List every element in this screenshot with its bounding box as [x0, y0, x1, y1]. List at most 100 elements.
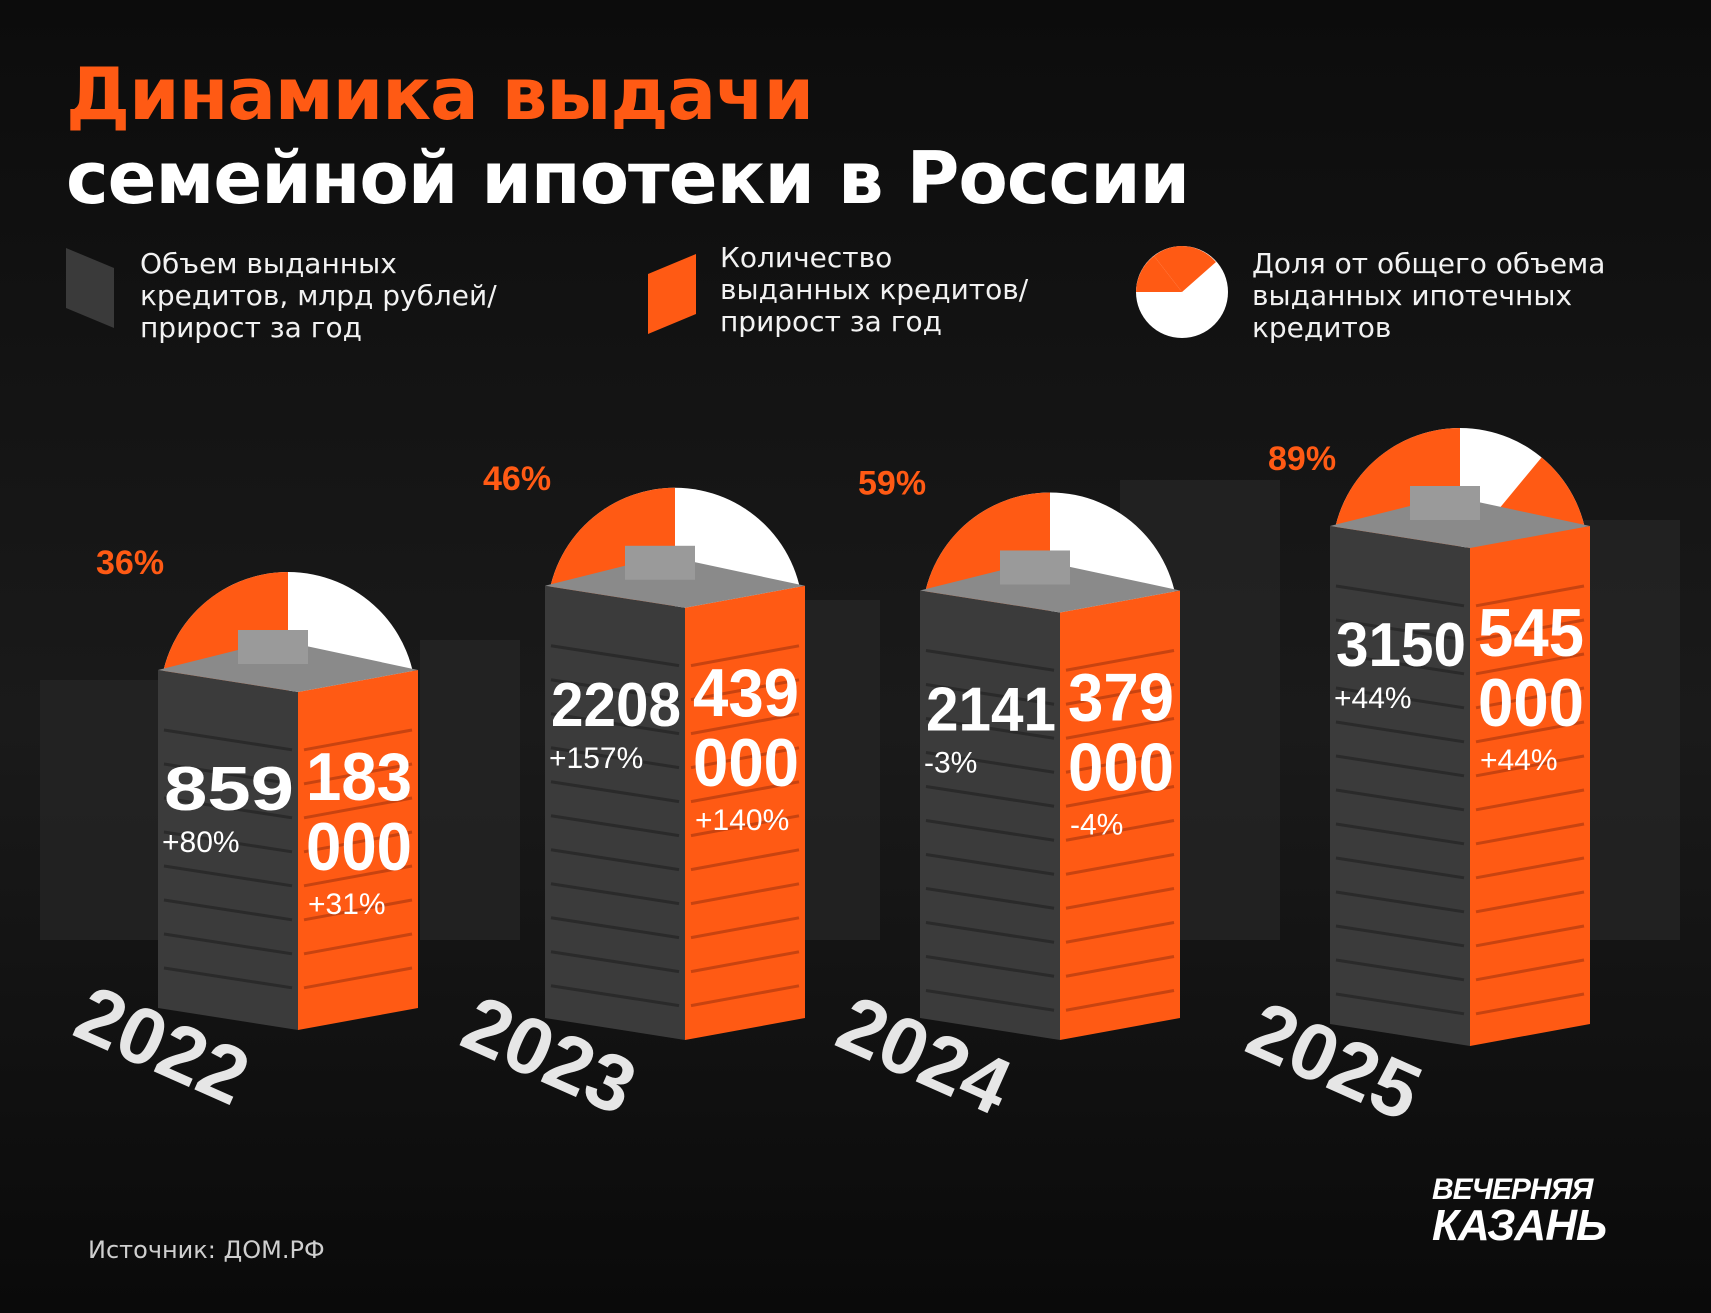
source-text: Источник: ДОМ.РФ	[88, 1236, 325, 1264]
window-row	[550, 950, 680, 974]
volume-face-2023	[545, 585, 685, 1040]
volume-legend-icon	[66, 248, 114, 328]
window-row	[1335, 890, 1465, 914]
window-row	[925, 750, 1055, 774]
window-row	[550, 780, 680, 804]
share-legend-pie-icon	[1136, 246, 1228, 338]
roof-2023	[545, 555, 805, 608]
window-row	[1065, 852, 1175, 876]
window-row	[550, 712, 680, 736]
count-growth-2025: +44%	[1480, 744, 1558, 777]
window-row	[163, 932, 293, 956]
window-row	[1065, 954, 1175, 978]
window-row	[1065, 886, 1175, 910]
legend-count-text: Количество выданных кредитов/ прирост за…	[720, 241, 1029, 338]
window-row	[1065, 716, 1175, 740]
count-value-2022: 183	[306, 739, 412, 815]
window-row	[925, 716, 1055, 740]
window-row	[925, 818, 1055, 842]
window-row	[550, 984, 680, 1008]
count-value-2025: 545	[1478, 595, 1584, 671]
window-row	[1475, 720, 1585, 744]
window-row	[690, 712, 800, 736]
share-label-2022: 36%	[96, 544, 164, 582]
volume-growth-2023: +157%	[549, 742, 643, 775]
window-row	[1475, 856, 1585, 880]
window-row	[690, 644, 800, 668]
roof-2025	[1330, 496, 1590, 548]
window-row	[550, 916, 680, 940]
window-row	[163, 728, 293, 752]
window-row	[690, 984, 800, 1008]
count-legend-icon	[648, 254, 696, 334]
count-value-2023: 439	[693, 655, 799, 731]
count-value-line2-2022: 000	[306, 809, 412, 885]
roof-2022	[158, 640, 418, 693]
window-row	[303, 966, 413, 990]
window-row	[1065, 920, 1175, 944]
share-label-2025: 89%	[1268, 440, 1336, 478]
window-row	[550, 746, 680, 770]
volume-growth-2022: +80%	[162, 826, 240, 859]
share-label-2023: 46%	[483, 460, 551, 498]
window-row	[163, 796, 293, 820]
window-row	[690, 780, 800, 804]
roof-box-2025	[1410, 486, 1480, 520]
window-row	[690, 848, 800, 872]
window-row	[1335, 652, 1465, 676]
window-row	[925, 852, 1055, 876]
roof-box-2023	[625, 545, 695, 580]
volume-growth-2024: -3%	[924, 746, 977, 779]
window-row	[1065, 648, 1175, 672]
volume-face-2025	[1330, 526, 1470, 1046]
window-row	[1475, 890, 1585, 914]
volume-value-2022: 859	[164, 755, 294, 824]
window-row	[925, 920, 1055, 944]
window-row	[303, 796, 413, 820]
window-row	[925, 954, 1055, 978]
volume-growth-2025: +44%	[1334, 682, 1412, 715]
window-row	[1335, 584, 1465, 608]
window-row	[550, 882, 680, 906]
window-row	[925, 988, 1055, 1012]
window-row	[1335, 924, 1465, 948]
window-row	[163, 864, 293, 888]
window-row	[1065, 784, 1175, 808]
count-growth-2022: +31%	[308, 888, 386, 921]
count-face-2023	[685, 585, 805, 1040]
logo-line-1: ВЕЧЕРНЯЯ	[1432, 1173, 1593, 1206]
window-row	[1475, 958, 1585, 982]
window-row	[163, 830, 293, 854]
page-title: Динамика выдачи семейной ипотеки в Росси…	[66, 52, 1190, 220]
window-row	[303, 830, 413, 854]
count-face-2025	[1470, 526, 1590, 1046]
window-row	[1335, 686, 1465, 710]
volume-value-2024: 2141	[926, 675, 1056, 744]
window-row	[1475, 822, 1585, 846]
window-row	[1475, 788, 1585, 812]
count-growth-2023: +140%	[695, 804, 789, 837]
window-row	[690, 746, 800, 770]
logo-line-2: КАЗАНЬ	[1432, 1201, 1607, 1250]
window-row	[1335, 992, 1465, 1016]
window-row	[1335, 754, 1465, 778]
window-row	[925, 886, 1055, 910]
title-line-1: Динамика выдачи	[66, 52, 814, 136]
window-row	[1335, 618, 1465, 642]
window-row	[1335, 822, 1465, 846]
window-row	[925, 648, 1055, 672]
window-row	[1335, 856, 1465, 880]
window-row	[1335, 788, 1465, 812]
roof-box-2024	[1000, 550, 1070, 585]
window-row	[1475, 618, 1585, 642]
window-row	[303, 864, 413, 888]
volume-value-2023: 2208	[551, 671, 681, 740]
share-label-2024: 59%	[858, 464, 926, 502]
window-row	[303, 762, 413, 786]
count-value-line2-2025: 000	[1478, 665, 1584, 741]
window-row	[690, 950, 800, 974]
